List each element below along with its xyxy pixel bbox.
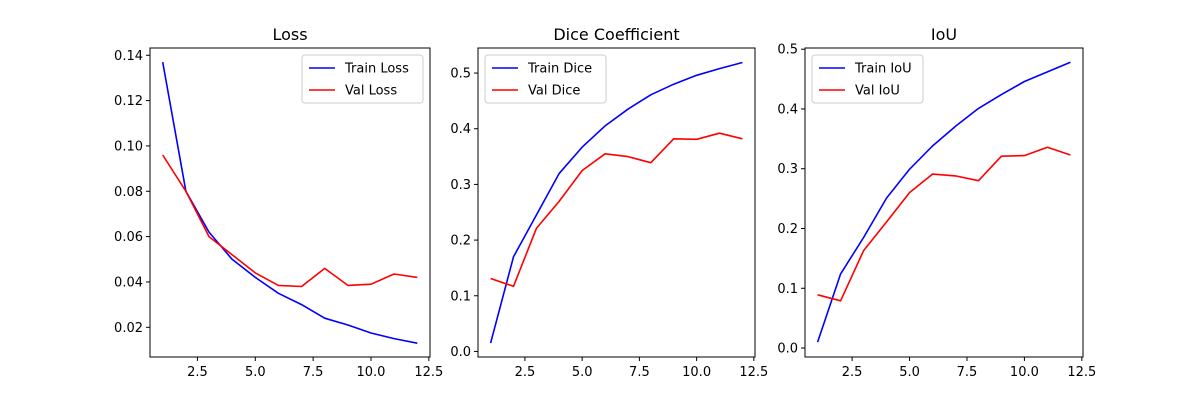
y-tick-label: 0.1 [450,289,471,304]
x-tick-label: 12.5 [414,365,443,380]
x-tick-label: 2.5 [515,365,536,380]
series-line-val-iou [817,146,1071,302]
series-line-val-dice [490,132,743,288]
legend: Train IoU Val IoU [811,54,924,104]
x-tick-label: 10.0 [1010,365,1039,380]
y-tick-label: 0.06 [114,230,143,245]
y-tick-label: 0.5 [450,67,471,82]
y-tick-label: 0.12 [114,94,143,109]
y-tick-label: 0.5 [777,43,798,58]
series-line-train-dice [489,61,743,344]
legend-box [811,54,924,104]
y-tick-label: 0.3 [777,162,798,177]
y-tick-label: 0.1 [777,282,798,297]
legend-box [301,54,424,104]
legend-label: Val Loss [345,84,397,99]
legend-label: Val IoU [855,84,900,99]
x-tick-label: 7.5 [957,365,978,380]
y-tick-label: 0.0 [450,345,471,360]
legend-label: Train Dice [527,62,592,77]
chart-title: Dice Coefficient [553,25,679,44]
x-tick-label: 5.0 [245,365,266,380]
x-tick-label: 7.5 [629,365,650,380]
y-tick-label: 0.4 [450,122,471,137]
x-tick-label: 5.0 [899,365,920,380]
x-tick-label: 2.5 [842,365,863,380]
series-line-val-loss [162,154,418,288]
legend: Train Dice Val Dice [484,54,607,104]
y-tick-label: 0.4 [777,102,798,117]
x-tick-label: 7.5 [303,365,324,380]
x-tick-label: 10.0 [357,365,386,380]
series-line-train-iou [816,61,1071,343]
legend-box [484,54,607,104]
x-tick-label: 5.0 [572,365,593,380]
legend-label: Train IoU [854,62,912,77]
y-tick-label: 0.0 [777,342,798,357]
chart-title: IoU [931,25,957,44]
y-tick-label: 0.3 [450,178,471,193]
x-tick-label: 12.5 [739,365,768,380]
y-tick-label: 0.10 [114,139,143,154]
x-tick-label: 12.5 [1067,365,1096,380]
legend-label: Train Loss [344,62,409,77]
y-tick-label: 0.14 [114,49,143,64]
series-line-train-loss [161,61,418,344]
chart-title: Loss [272,25,307,44]
x-tick-label: 2.5 [187,365,208,380]
chart-panel-2: Dice Coefficient 2.5 5.0 7.5 10.0 12.5 0.0 0.1 0… [450,25,768,380]
y-tick-label: 0.04 [114,275,143,290]
y-tick-label: 0.08 [114,185,143,200]
legend: Train Loss Val Loss [301,54,424,104]
y-tick-label: 0.02 [114,321,143,336]
x-tick-label: 10.0 [682,365,711,380]
legend-label: Val Dice [528,84,580,99]
chart-panel-1: Loss 2.5 5.0 7.5 10.0 12.5 0.02 0.04 0.06 0.08 0.1… [114,25,443,380]
y-tick-label: 0.2 [777,222,798,237]
chart-panel-3: IoU 2.5 5.0 7.5 10.0 12.5 0.0 0.1 0.2 0.3 0.4 0.5 Tr… [777,25,1096,380]
y-tick-label: 0.2 [450,234,471,249]
